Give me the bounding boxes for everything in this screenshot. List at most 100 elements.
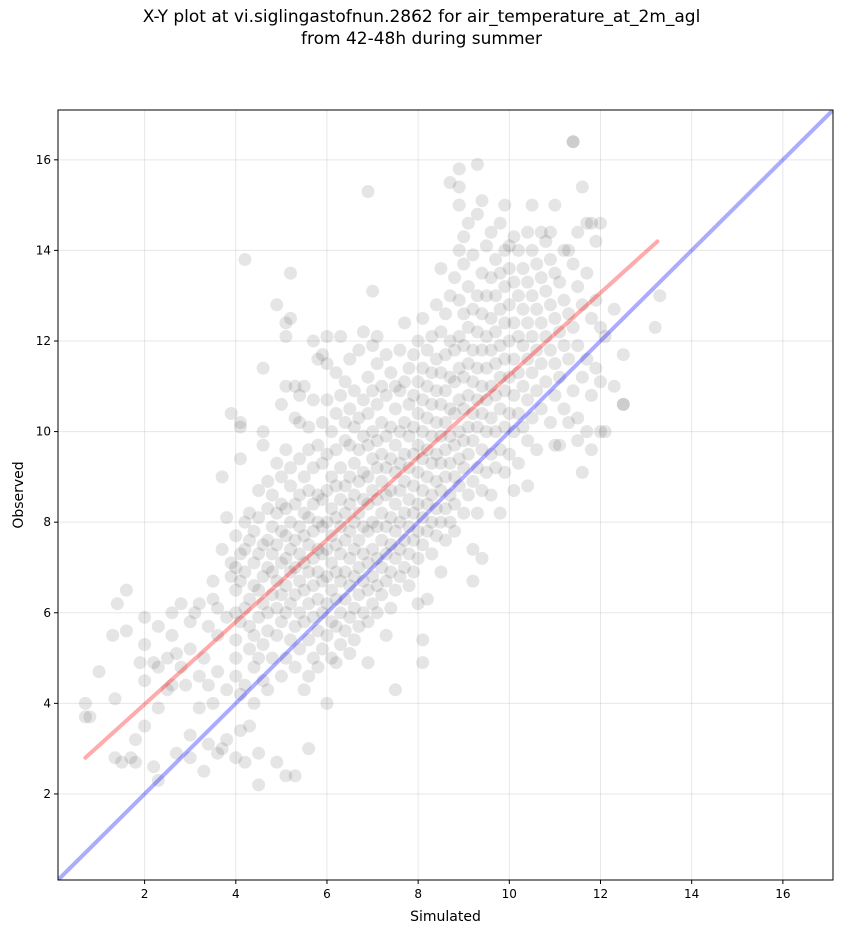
- scatter-point: [366, 384, 380, 398]
- chart-title-line-2: from 42-48h during summer: [301, 29, 542, 49]
- scatter-point: [416, 393, 430, 407]
- scatter-point: [489, 325, 503, 339]
- scatter-point: [279, 316, 293, 330]
- scatter-point: [461, 420, 475, 434]
- scatter-point: [370, 606, 384, 620]
- scatter-point: [379, 574, 393, 588]
- scatter-point: [247, 556, 261, 570]
- scatter-point: [352, 561, 366, 574]
- scatter-point: [306, 461, 320, 475]
- scatter-point: [553, 275, 566, 289]
- scatter-point: [243, 719, 256, 733]
- scatter-point: [420, 343, 434, 357]
- scatter-point: [434, 429, 448, 443]
- scatter-point: [288, 769, 302, 783]
- scatter-point: [470, 157, 484, 171]
- scatter-point: [343, 610, 357, 624]
- scatter-point: [229, 751, 243, 765]
- scatter-point: [361, 497, 375, 511]
- scatter-point: [420, 443, 434, 457]
- scatter-point: [261, 683, 275, 697]
- scatter-point: [192, 701, 206, 715]
- scatter-point: [443, 429, 457, 443]
- chart-title-line-1: X-Y plot at vi.siglingastofnun.2862 for …: [142, 7, 701, 27]
- scatter-point: [347, 384, 361, 398]
- scatter-point: [470, 506, 484, 520]
- scatter-point: [211, 601, 225, 615]
- scatter-point: [252, 778, 266, 792]
- scatter-point: [297, 529, 311, 543]
- scatter-point: [398, 474, 411, 488]
- scatter-point: [315, 456, 329, 470]
- scatter-point: [429, 502, 443, 516]
- scatter-point: [293, 642, 307, 656]
- scatter-point: [480, 239, 493, 253]
- scatter-point: [452, 452, 466, 466]
- scatter-point: [343, 579, 357, 593]
- scatter-point: [448, 343, 462, 357]
- scatter-point: [439, 502, 452, 516]
- scatter-point: [293, 452, 307, 466]
- scatter-point: [233, 547, 247, 561]
- scatter-point: [347, 456, 361, 470]
- scatter-point: [279, 379, 293, 393]
- scatter-point: [370, 551, 384, 565]
- scatter-point: [329, 592, 343, 606]
- regression-line: [83, 239, 660, 760]
- scatter-point: [78, 696, 92, 710]
- scatter-point: [548, 357, 562, 371]
- scatter-point: [256, 638, 270, 651]
- scatter-point: [598, 330, 612, 343]
- scatter-point: [594, 425, 607, 439]
- scatter-point: [470, 461, 484, 475]
- scatter-point: [589, 234, 603, 248]
- scatter-point: [352, 506, 366, 520]
- scatter-point: [571, 225, 585, 239]
- scatter-point: [475, 307, 489, 321]
- scatter-point: [279, 579, 293, 593]
- scatter-point: [402, 397, 416, 411]
- scatter-point: [566, 135, 580, 149]
- scatter-point: [174, 597, 188, 611]
- scatter-point: [329, 407, 343, 420]
- scatter-point: [270, 298, 284, 312]
- scatter-point: [461, 447, 475, 461]
- scatter-point: [411, 497, 425, 511]
- scatter-point: [543, 416, 557, 429]
- scatter-point: [302, 420, 316, 434]
- scatter-point: [265, 588, 279, 602]
- scatter-point: [457, 434, 471, 448]
- scatter-point: [375, 506, 389, 520]
- scatter-point: [315, 416, 329, 429]
- scatter-point: [407, 533, 421, 547]
- scatter-point: [443, 334, 457, 348]
- y-tick-label: 12: [36, 334, 51, 348]
- scatter-point: [106, 628, 120, 642]
- scatter-point: [416, 311, 430, 325]
- scatter-point: [398, 447, 411, 461]
- scatter-point: [434, 456, 448, 470]
- scatter-point: [270, 755, 284, 769]
- scatter-point: [220, 610, 234, 624]
- scatter-point: [507, 275, 521, 289]
- scatter-point: [461, 357, 475, 371]
- scatter-point: [247, 696, 261, 710]
- scatter-point: [183, 751, 197, 765]
- y-axis-label: Observed: [11, 461, 27, 528]
- scatter-point: [580, 425, 594, 439]
- scatter-point: [206, 696, 220, 710]
- scatter-point: [356, 520, 370, 534]
- scatter-point: [329, 656, 343, 670]
- reference-lines: [58, 110, 833, 880]
- scatter-point: [247, 628, 261, 642]
- scatter-point: [366, 284, 380, 298]
- scatter-point: [548, 388, 562, 402]
- scatter-point: [306, 579, 320, 593]
- scatter-point: [334, 493, 348, 506]
- scatter-point: [530, 384, 544, 398]
- scatter-point: [288, 561, 302, 574]
- scatter-point: [379, 429, 393, 443]
- scatter-point: [343, 647, 357, 660]
- scatter-point: [129, 733, 142, 747]
- scatter-point: [238, 601, 252, 615]
